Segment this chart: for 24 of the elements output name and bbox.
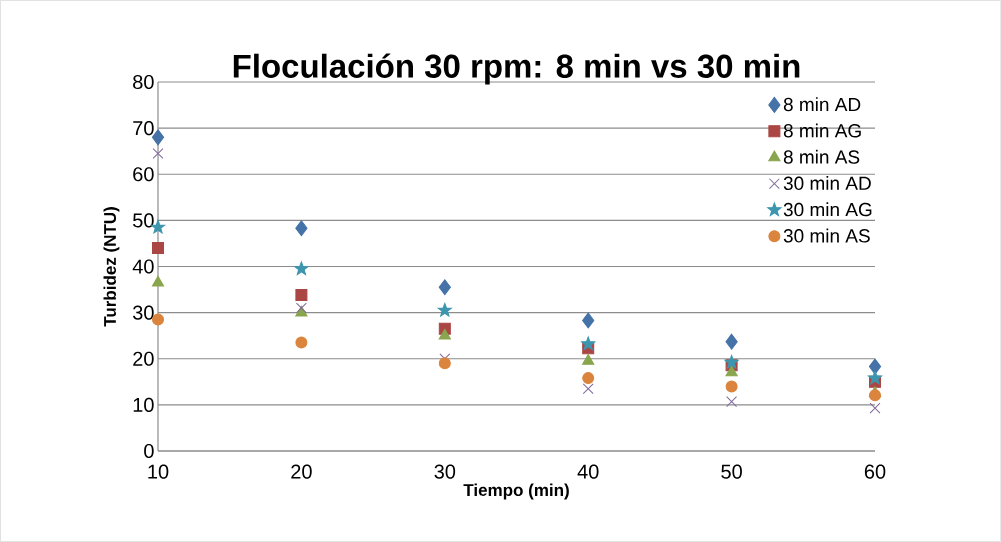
legend-label: 30 min AS [783,228,870,243]
legend-label: 30 min AD [783,176,871,191]
legend-label: 30 min AG [783,202,872,217]
y-tick-label: 20 [133,351,154,366]
y-tick-label: 0 [144,443,154,459]
chart-title: Floculación 30 rpm: 8 min vs 30 min [233,53,800,85]
y-tick-label: 70 [133,121,154,136]
y-axis-title: Turbidez (NTU) [103,207,120,327]
legend-label: 8 min AD [783,97,861,112]
x-tick-label: 50 [721,464,742,479]
x-tick-label: 20 [291,464,312,479]
y-tick-label: 60 [133,167,154,182]
legend-label: 8 min AG [783,123,861,138]
x-tick-label: 30 [434,464,456,479]
y-tick-label: 10 [133,397,154,412]
y-tick-label: 80 [133,74,154,90]
legend-label: 8 min AS [783,149,860,164]
x-tick-label: 40 [577,464,599,479]
x-tick-label: 10 [148,464,169,479]
y-tick-label: 50 [133,213,154,228]
x-axis-title: Tiempo (min) [463,483,569,500]
y-tick-label: 30 [132,305,154,320]
y-tick-label: 40 [132,259,154,274]
x-tick-label: 60 [864,464,886,479]
